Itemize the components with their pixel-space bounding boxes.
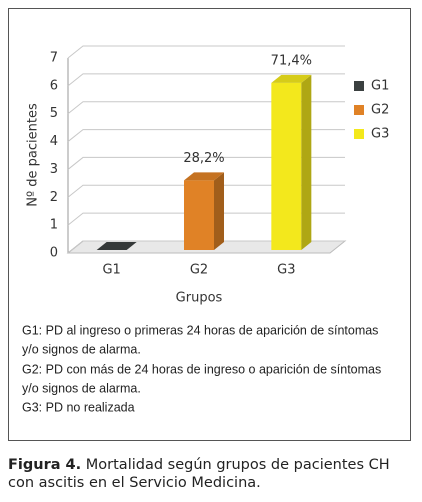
grid-line	[67, 240, 345, 254]
chart-border	[8, 8, 411, 441]
legend-swatch	[354, 81, 364, 91]
bar-face	[184, 172, 224, 181]
y-tick-label: 2	[50, 190, 58, 205]
bar	[271, 74, 312, 250]
note: y/o signos de alarma.	[22, 381, 141, 395]
x-axis-label: Grupos	[176, 291, 223, 306]
note: G1: PD al ingreso o primeras 24 horas de…	[22, 323, 378, 337]
y-tick-label: 3	[50, 162, 58, 177]
grid-line	[67, 45, 345, 59]
grid-line	[67, 184, 345, 198]
legend-swatch	[354, 105, 364, 115]
y-tick-label: 5	[50, 106, 58, 121]
bar-label: 71,4%	[271, 53, 312, 68]
grid-line	[67, 212, 345, 226]
legend-label: G2	[371, 103, 389, 118]
note: G3: PD no realizada	[22, 400, 135, 414]
chart: Nº de pacientes Grupos G1: PD al ingreso…	[8, 8, 411, 441]
x-tick-label: G3	[277, 263, 295, 278]
bar-face	[96, 242, 137, 250]
caption-text: Mortalidad según grupos de pacientes CH …	[8, 457, 390, 491]
bar-label: 28,2%	[183, 151, 224, 166]
y-tick-label: 6	[50, 78, 58, 93]
grid-line	[67, 156, 345, 170]
grid-line	[67, 129, 345, 142]
legend-swatch	[354, 129, 364, 139]
bar-face	[271, 74, 312, 83]
x-tick-label: G2	[190, 263, 208, 278]
legend-label: G1	[371, 79, 389, 94]
y-tick-label: 4	[50, 134, 58, 149]
grid-line	[67, 73, 345, 87]
bar	[96, 242, 137, 250]
bar-face	[184, 180, 214, 250]
legend-label: G3	[371, 127, 389, 142]
grid-line	[67, 101, 345, 115]
y-tick-label: 7	[50, 51, 58, 66]
x-tick-label: G1	[102, 263, 120, 278]
bar	[184, 172, 224, 250]
caption: Figura 4. Mortalidad según grupos de pac…	[8, 456, 414, 492]
bar-face	[214, 172, 224, 250]
y-tick-label: 0	[50, 246, 58, 261]
bar-face	[301, 74, 312, 250]
bar-face	[271, 82, 302, 250]
note: G2: PD con más de 24 horas de ingreso o …	[22, 362, 381, 376]
y-tick-label: 1	[50, 218, 58, 233]
note: y/o signos de alarma.	[22, 342, 141, 356]
caption-label: Figura 4.	[8, 457, 82, 473]
y-axis-label: Nº de pacientes	[26, 103, 41, 207]
